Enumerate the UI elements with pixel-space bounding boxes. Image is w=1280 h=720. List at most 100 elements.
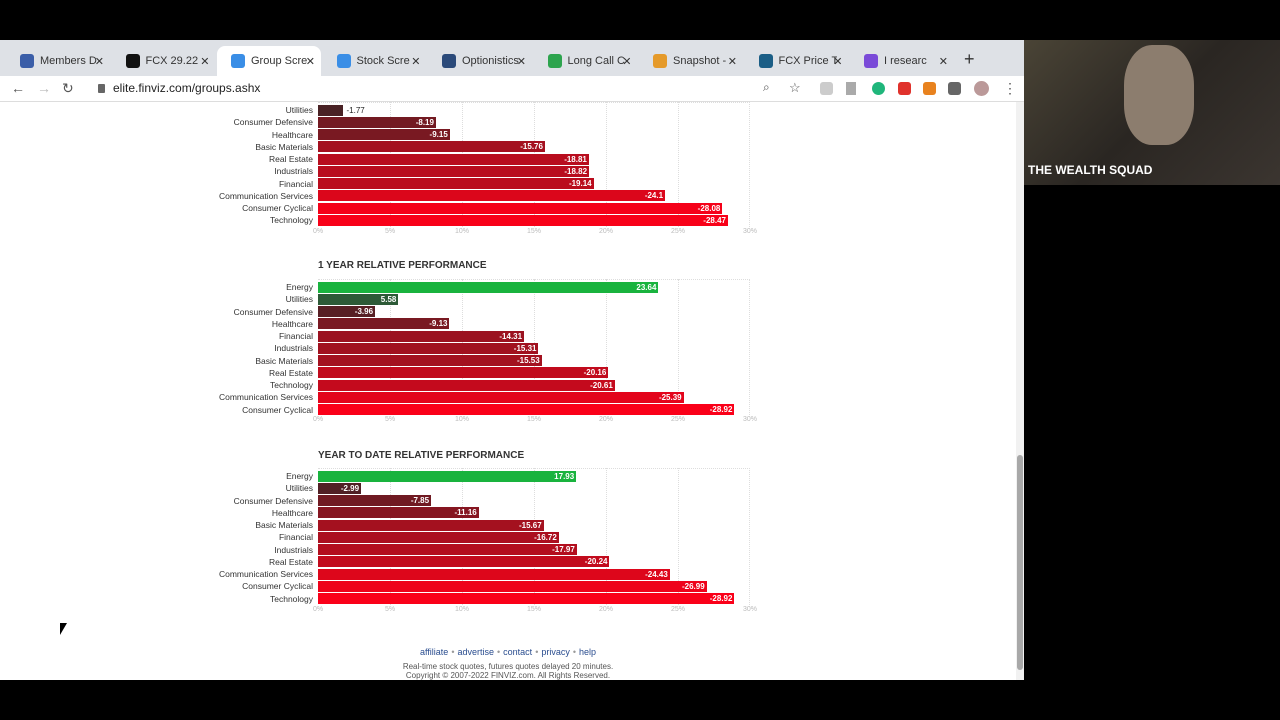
close-tab-icon[interactable]: ✕	[516, 55, 526, 68]
footer-link-help[interactable]: help	[579, 647, 597, 657]
bar[interactable]	[318, 355, 542, 366]
bar[interactable]	[318, 116, 436, 128]
category-label: Consumer Cyclical	[242, 404, 313, 415]
address-bar[interactable]: elite.finviz.com/groups.ashx	[113, 81, 261, 95]
footer-links: affiliate • advertise • contact • privacy • help	[0, 647, 1016, 658]
tab-label: FCX 29.22	[145, 55, 199, 67]
bar[interactable]	[318, 293, 399, 305]
gridline	[390, 102, 391, 227]
extension-icon[interactable]	[872, 82, 885, 95]
bar[interactable]	[318, 580, 707, 592]
footer-link-affiliate[interactable]: affiliate	[419, 647, 449, 657]
scrollbar-thumb[interactable]	[1017, 455, 1023, 670]
tab[interactable]: FCX Price T ✕	[745, 46, 849, 76]
bookmark-star-icon[interactable]: ☆	[789, 80, 801, 95]
bar[interactable]	[318, 165, 589, 177]
avatar[interactable]	[974, 81, 989, 96]
tab[interactable]: Optionistics ✕	[428, 46, 532, 76]
bar[interactable]	[318, 141, 545, 153]
category-label: Industrials	[274, 544, 313, 555]
category-label: Communication Services	[218, 569, 313, 579]
tab[interactable]: FCX 29.22 ✕	[112, 46, 216, 76]
category-label: Real Estate	[269, 154, 313, 164]
bar-value-label: -15.76	[520, 142, 543, 152]
puzzle-icon[interactable]	[948, 82, 961, 95]
bar[interactable]	[318, 104, 344, 116]
bar[interactable]	[318, 202, 723, 214]
extension-icon[interactable]	[820, 82, 833, 95]
menu-icon[interactable]: ⋮	[1003, 80, 1017, 96]
bar[interactable]	[318, 507, 479, 519]
scrollbar[interactable]	[1016, 102, 1024, 680]
close-tab-icon[interactable]: ✕	[305, 55, 315, 68]
extension-icon[interactable]	[898, 82, 911, 95]
bar-value-label: -9.15	[429, 130, 448, 139]
close-tab-icon[interactable]: ✕	[938, 55, 948, 68]
bar[interactable]	[318, 470, 577, 482]
close-tab-icon[interactable]: ✕	[411, 55, 421, 68]
category-label: Financial	[278, 178, 313, 189]
close-tab-icon[interactable]: ✕	[94, 55, 104, 68]
category-label: Financial	[278, 532, 313, 543]
tab-label: Optionistics	[462, 55, 519, 67]
bar[interactable]	[318, 519, 544, 531]
gridline	[606, 468, 607, 605]
reload-icon[interactable]: ↻	[62, 80, 74, 96]
bar[interactable]	[318, 391, 684, 403]
bar[interactable]	[318, 495, 432, 506]
bar-value-label: -28.08	[697, 203, 721, 213]
bar-value-label: -28.92	[709, 405, 733, 414]
axis-tick-label: 0%	[312, 416, 324, 423]
tab[interactable]: Stock Scre ✕	[323, 46, 427, 76]
favicon-icon	[653, 54, 667, 68]
bar[interactable]	[318, 367, 609, 379]
bar[interactable]	[318, 482, 362, 494]
zoom-icon[interactable]: ⌕	[763, 80, 770, 94]
bar[interactable]	[318, 404, 735, 415]
category-label: Consumer Defensive	[233, 495, 313, 506]
footer-link-advertise[interactable]: advertise	[457, 647, 494, 657]
axis-tick-label: 25%	[670, 416, 685, 423]
bar[interactable]	[318, 544, 577, 555]
forward-icon[interactable]: →	[37, 80, 51, 96]
gridline	[678, 468, 679, 605]
close-tab-icon[interactable]: ✕	[833, 55, 843, 68]
new-tab-button[interactable]: +	[964, 49, 975, 69]
bar[interactable]	[318, 318, 450, 330]
close-tab-icon[interactable]: ✕	[200, 55, 210, 68]
bar[interactable]	[318, 281, 659, 293]
tab[interactable]: Members D ✕	[6, 46, 110, 76]
separator: •	[535, 647, 539, 657]
close-tab-icon[interactable]: ✕	[727, 55, 737, 68]
bar[interactable]	[318, 342, 539, 354]
bar[interactable]	[318, 214, 728, 226]
close-tab-icon[interactable]: ✕	[622, 55, 632, 68]
bar[interactable]	[318, 190, 666, 202]
bar[interactable]	[318, 379, 615, 391]
metamask-icon[interactable]	[923, 82, 936, 95]
bar[interactable]	[318, 178, 594, 189]
footer-link-contact[interactable]: contact	[503, 647, 533, 657]
bar[interactable]	[318, 593, 735, 604]
footer-link-privacy[interactable]: privacy	[541, 647, 570, 657]
gridline	[678, 102, 679, 227]
tab[interactable]: Long Call C ✕	[534, 46, 638, 76]
tab[interactable]: I researc ✕	[850, 46, 954, 76]
tab[interactable]: Snapshot - ✕	[639, 46, 743, 76]
extension-icon[interactable]	[846, 82, 856, 95]
bar[interactable]	[318, 556, 610, 568]
tab[interactable]: Group Scre ✕	[217, 46, 321, 76]
tab-label: Members D	[40, 55, 97, 67]
tab-label: Stock Scre	[356, 55, 410, 67]
bar[interactable]	[318, 129, 450, 140]
axis-tick-label: 10%	[454, 228, 469, 235]
favicon-icon	[231, 54, 245, 68]
bar[interactable]	[318, 330, 525, 342]
bar[interactable]	[318, 153, 589, 165]
separator: •	[497, 647, 501, 657]
tab-label: Group Scre	[251, 55, 308, 67]
bar[interactable]	[318, 531, 559, 543]
bar[interactable]	[318, 568, 670, 580]
bar[interactable]	[318, 306, 376, 317]
back-icon[interactable]: ←	[11, 80, 25, 96]
